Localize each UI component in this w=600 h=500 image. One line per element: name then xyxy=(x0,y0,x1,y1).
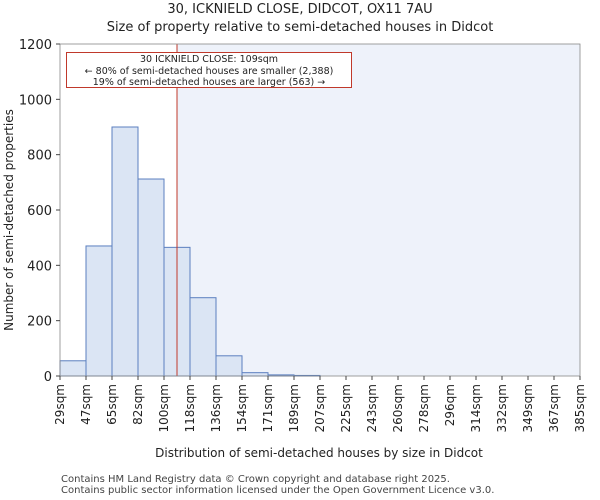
x-tick-label: 207sqm xyxy=(313,384,327,432)
x-tick-label: 29sqm xyxy=(53,384,67,425)
y-axis-label: Number of semi-detached properties xyxy=(2,109,16,331)
x-axis-label: Distribution of semi-detached houses by … xyxy=(155,446,483,460)
x-tick-label: 367sqm xyxy=(547,384,561,432)
x-tick-label: 118sqm xyxy=(183,384,197,432)
x-tick-label: 278sqm xyxy=(417,384,431,432)
histogram-bar xyxy=(137,178,165,377)
y-tick-label: 200 xyxy=(27,315,52,330)
x-tick-label: 189sqm xyxy=(287,384,301,432)
chart-title: 30, ICKNIELD CLOSE, DIDCOT, OX11 7AU xyxy=(167,2,433,17)
annotation-smaller: ← 80% of semi-detached houses are smalle… xyxy=(84,65,334,77)
histogram-chart: 0 200 400 600 800 1000 1200 29sqm 47sqm 65sqm 82sq… xyxy=(2,38,587,460)
histogram-bar xyxy=(215,355,243,377)
x-tick-label: 332sqm xyxy=(495,384,509,432)
x-tick-label: 154sqm xyxy=(235,384,249,432)
annotation-larger: 19% of semi-detached houses are larger (… xyxy=(92,77,326,88)
x-tick-label: 82sqm xyxy=(131,384,145,425)
y-tick-label: 600 xyxy=(27,204,52,219)
y-tick-label: 400 xyxy=(27,259,52,274)
y-tick-label: 1000 xyxy=(19,93,52,108)
x-tick-label: 225sqm xyxy=(339,384,353,432)
x-tick-label: 171sqm xyxy=(261,384,275,432)
x-tick-label: 243sqm xyxy=(365,384,379,432)
histogram-bar xyxy=(111,126,139,377)
x-tick-label: 100sqm xyxy=(157,384,171,432)
x-tick-label: 136sqm xyxy=(209,384,223,432)
x-tick-label: 65sqm xyxy=(105,384,119,425)
histogram-bar xyxy=(59,360,87,377)
y-tick-label: 800 xyxy=(27,149,52,164)
x-tick-label: 260sqm xyxy=(391,384,405,432)
larger-region-highlight xyxy=(177,44,580,376)
property-annotation-box: 30 ICKNIELD CLOSE: 109sqm ← 80% of semi-… xyxy=(66,52,352,88)
x-tick-label: 296qm xyxy=(443,384,457,426)
x-tick-label: 314sqm xyxy=(469,384,483,432)
footer-copyright: Contains HM Land Registry data © Crown c… xyxy=(61,474,450,485)
y-tick-label: 1200 xyxy=(19,38,52,53)
y-tick-label: 0 xyxy=(44,370,52,385)
x-tick-label: 47sqm xyxy=(79,384,93,425)
histogram-bar xyxy=(241,372,269,377)
histogram-bar xyxy=(189,297,217,377)
footer-licence: Contains public sector information licen… xyxy=(61,485,495,496)
histogram-bar xyxy=(85,245,113,377)
x-tick-label: 349sqm xyxy=(521,384,535,432)
chart-subtitle: Size of property relative to semi-detach… xyxy=(106,20,494,35)
x-tick-label: 385sqm xyxy=(573,384,587,432)
annotation-title: 30 ICKNIELD CLOSE: 109sqm xyxy=(140,54,278,65)
